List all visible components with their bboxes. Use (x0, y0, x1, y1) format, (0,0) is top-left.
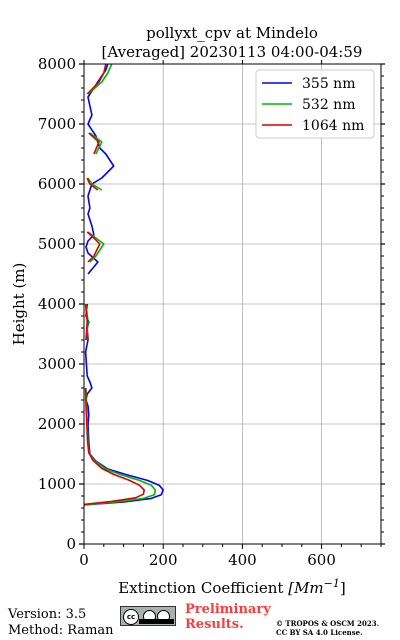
y-tick-label-5: 5000 (38, 235, 76, 253)
chart-title: pollyxt_cpv at Mindelo (146, 24, 318, 42)
chart-subtitle: [Averaged] 20230113 04:00-04:59 (102, 43, 363, 61)
y-axis-label: Height (m) (10, 263, 28, 346)
y-tick-label-1: 1000 (38, 475, 76, 493)
series-lines (83, 63, 164, 506)
license-line-2: CC BY SA 4.0 License. (276, 628, 363, 637)
cc-license-icon: cc (120, 606, 176, 626)
series-line-355-nm (83, 63, 164, 506)
legend-box (255, 69, 375, 139)
method-text: Method: Raman (8, 623, 114, 638)
y-tick-label-8: 8000 (38, 55, 76, 73)
license-line-1: © TROPOS & OSCM 2023. (276, 619, 380, 628)
legend-label-532: 532 nm (302, 97, 355, 113)
y-tick-label-4: 4000 (38, 295, 76, 313)
axis-ticks (79, 60, 385, 549)
y-tick-label-7: 7000 (38, 115, 76, 133)
x-tick-label-0: 0 (79, 551, 89, 569)
x-tick-labels: 0 200 400 600 (79, 551, 336, 569)
extinction-profile-chart: pollyxt_cpv at Mindelo [Averaged] 202301… (10, 24, 385, 597)
version-text: Version: 3.5 (8, 607, 87, 622)
series-line-1064-nm (83, 63, 145, 506)
y-tick-label-2: 2000 (38, 415, 76, 433)
preliminary-line-2: Results. (185, 617, 244, 632)
y-tick-label-0: 0 (66, 535, 76, 553)
x-tick-label-2: 400 (228, 551, 257, 569)
legend: 355 nm 532 nm 1064 nm (255, 69, 375, 139)
legend-label-355: 355 nm (302, 76, 355, 92)
x-tick-label-3: 600 (307, 551, 336, 569)
preliminary-results-note: Preliminary Results. (185, 602, 271, 632)
y-tick-label-3: 3000 (38, 355, 76, 373)
x-tick-label-1: 200 (149, 551, 178, 569)
x-axis-label: Extinction Coefficient [Mm−1] (118, 577, 345, 597)
preliminary-line-1: Preliminary (185, 602, 271, 617)
footer-info: Version: 3.5 Method: Raman (8, 607, 114, 639)
y-tick-label-6: 6000 (38, 175, 76, 193)
series-line-532-nm (83, 63, 157, 506)
legend-label-1064: 1064 nm (302, 118, 364, 134)
license-note: © TROPOS & OSCM 2023. CC BY SA 4.0 Licen… (276, 619, 379, 637)
y-tick-labels: 0 1000 2000 3000 4000 5000 6000 7000 8000 (38, 55, 76, 553)
